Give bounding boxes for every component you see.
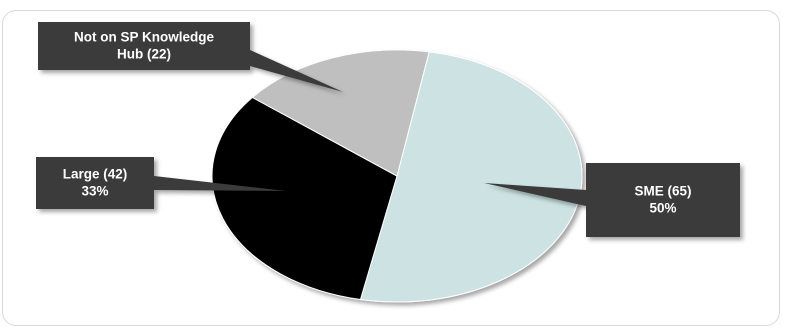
callout-box	[586, 163, 740, 237]
callout-box	[36, 157, 154, 209]
data-label-not-on-sp-knowledge-hub-line2: Hub (22)	[117, 47, 171, 62]
data-label-large-line2: 33%	[81, 184, 108, 199]
callout-sme	[484, 163, 740, 237]
callout-pointer	[154, 176, 286, 191]
pie-slice-large	[211, 96, 398, 301]
callout-pointer	[484, 183, 586, 206]
callout-box	[38, 22, 250, 70]
data-label-large-line1: Large (42)	[63, 167, 128, 182]
callout-not-on-sp-knowledge-hub	[38, 22, 343, 92]
callout-large	[36, 157, 286, 209]
data-label-sme-line2: 50%	[649, 201, 676, 216]
pie-slice-not-on-sp-knowledge-hub	[251, 49, 430, 177]
callout-pointer	[250, 50, 343, 92]
data-label-not-on-sp-knowledge-hub-line1: Not on SP Knowledge	[74, 30, 214, 45]
data-label-sme-line1: SME (65)	[634, 184, 691, 199]
